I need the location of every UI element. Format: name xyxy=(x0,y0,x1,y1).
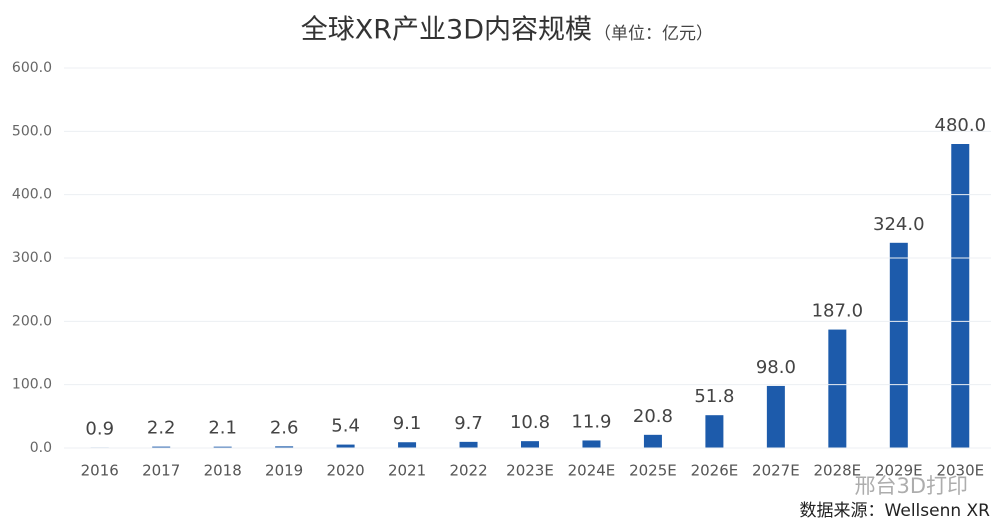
x-tick-label: 2016 xyxy=(81,462,119,480)
x-tick-label: 2028E xyxy=(814,462,862,480)
x-tick-label: 2027E xyxy=(752,462,800,480)
x-tick-label: 2030E xyxy=(936,462,984,480)
value-label: 10.8 xyxy=(510,412,550,433)
y-tick-label: 600.0 xyxy=(12,60,52,76)
value-label: 480.0 xyxy=(935,115,987,136)
value-label: 2.6 xyxy=(270,417,299,438)
value-label: 324.0 xyxy=(873,214,925,235)
value-label: 0.9 xyxy=(85,418,114,439)
bar xyxy=(213,446,232,448)
bar xyxy=(398,442,417,448)
y-tick-label: 100.0 xyxy=(12,377,52,393)
source: 数据来源：Wellsenn XR xyxy=(800,501,991,521)
x-tick-label: 2024E xyxy=(568,462,616,480)
value-label: 9.7 xyxy=(454,413,483,434)
x-tick-label: 2020 xyxy=(327,462,365,480)
bar xyxy=(828,329,847,448)
bar xyxy=(889,242,908,448)
y-tick-label: 300.0 xyxy=(12,250,52,266)
bar xyxy=(152,446,171,448)
bar xyxy=(275,446,294,448)
bar xyxy=(521,441,539,448)
value-label: 9.1 xyxy=(393,413,422,434)
x-tick-label: 2022 xyxy=(449,462,487,480)
chart-title: 全球XR产业3D内容规模 xyxy=(301,15,592,46)
x-tick-label: 2017 xyxy=(142,462,180,480)
x-tick-label: 2026E xyxy=(691,462,739,480)
x-tick-label: 2025E xyxy=(629,462,677,480)
bar xyxy=(336,444,355,448)
value-label: 20.8 xyxy=(633,406,673,427)
value-label: 187.0 xyxy=(812,301,864,322)
bar xyxy=(951,144,970,448)
bar xyxy=(643,434,662,448)
bar xyxy=(582,440,601,448)
value-label: 11.9 xyxy=(571,411,611,432)
bar xyxy=(705,415,724,448)
x-tick-label: 2019 xyxy=(265,462,303,480)
bar xyxy=(766,385,785,448)
x-tick-label: 2021 xyxy=(388,462,426,480)
value-label: 51.8 xyxy=(694,386,734,407)
chart-subtitle: （单位：亿元） xyxy=(594,24,713,44)
y-tick-label: 200.0 xyxy=(12,313,52,329)
value-label: 2.1 xyxy=(208,418,237,439)
x-tick-label: 2018 xyxy=(204,462,242,480)
watermark: 邢台3D打印 xyxy=(854,474,968,498)
value-label: 2.2 xyxy=(147,418,176,439)
value-label: 98.0 xyxy=(756,357,796,378)
y-tick-label: 400.0 xyxy=(12,187,52,203)
value-label: 5.4 xyxy=(331,416,360,437)
bar xyxy=(459,441,478,448)
y-tick-label: 500.0 xyxy=(12,123,52,139)
y-tick-label: 0.0 xyxy=(30,440,52,456)
x-tick-label: 2029E xyxy=(875,462,923,480)
x-tick-label: 2023E xyxy=(506,462,554,480)
